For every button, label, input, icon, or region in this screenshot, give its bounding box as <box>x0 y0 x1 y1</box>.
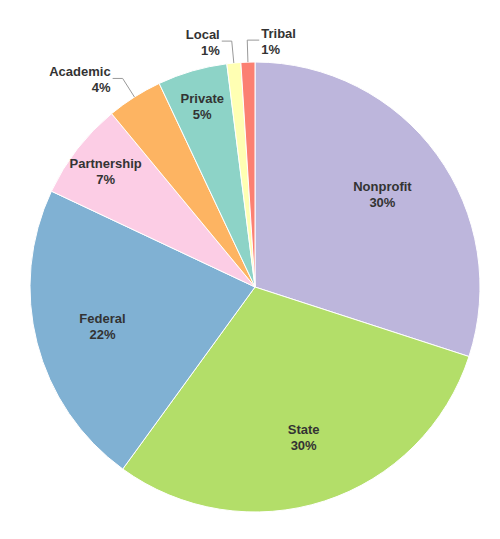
svg-text:7%: 7% <box>96 172 115 187</box>
svg-text:5%: 5% <box>193 107 212 122</box>
svg-text:4%: 4% <box>92 80 111 95</box>
svg-text:1%: 1% <box>261 42 280 57</box>
svg-text:1%: 1% <box>201 43 220 58</box>
svg-text:State: State <box>288 422 320 437</box>
svg-text:Nonprofit: Nonprofit <box>353 179 412 194</box>
svg-text:Partnership: Partnership <box>70 156 142 171</box>
svg-text:Tribal: Tribal <box>261 26 296 41</box>
svg-text:Academic: Academic <box>49 64 110 79</box>
svg-text:30%: 30% <box>369 195 395 210</box>
svg-text:30%: 30% <box>291 438 317 453</box>
svg-text:Federal: Federal <box>79 311 125 326</box>
svg-text:Local: Local <box>186 27 220 42</box>
svg-text:Private: Private <box>181 91 224 106</box>
svg-text:22%: 22% <box>89 327 115 342</box>
